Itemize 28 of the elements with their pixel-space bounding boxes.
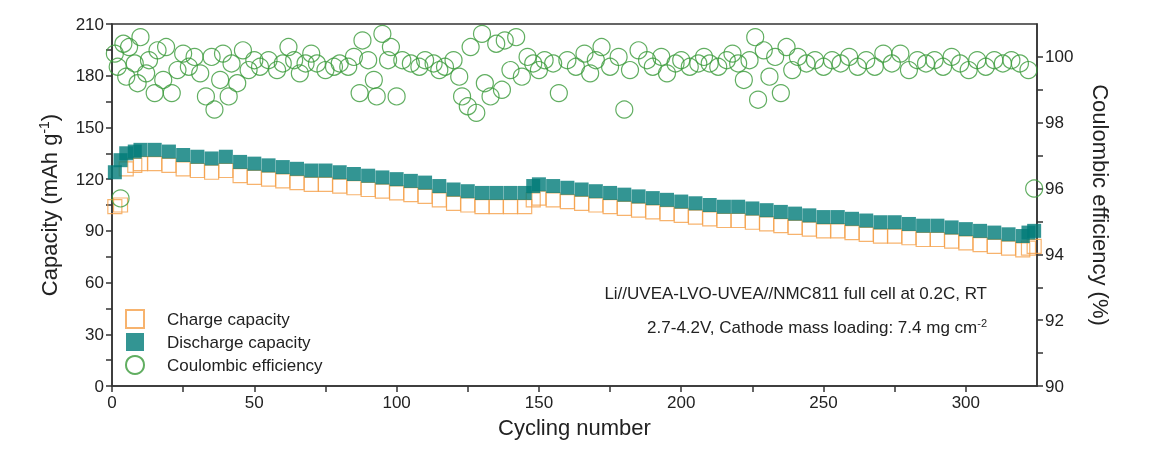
y2-tick-label: 90: [1045, 376, 1064, 396]
y-tick-label: 90: [85, 221, 104, 241]
y-tick-label: 60: [85, 273, 104, 293]
x-tick-label: 100: [382, 393, 411, 412]
y-tick-label: 120: [75, 169, 104, 189]
x-tick-label: 250: [809, 393, 838, 412]
y-tick-label: 30: [85, 324, 104, 344]
y-tick-label: 150: [75, 117, 104, 137]
x-tick-label: 200: [667, 393, 696, 412]
legend-label: Coulombic efficiency: [167, 355, 324, 375]
y2-tick-label: 100: [1045, 47, 1074, 67]
x-axis-title: Cycling number: [498, 414, 651, 440]
x-tick-label: 0: [107, 393, 117, 412]
legend-label: Discharge capacity: [167, 332, 312, 352]
y-tick-label: 0: [94, 376, 104, 396]
annotation: Li//UVEA-LVO-UVEA//NMC811 full cell at 0.2C, RT: [604, 284, 987, 303]
x-tick-label: 150: [524, 393, 554, 412]
y2-axis-title: Coulombic efficiency (%): [1087, 84, 1113, 326]
y-tick-label: 210: [75, 14, 104, 34]
x-tick-label: 50: [244, 393, 264, 412]
y2-tick-label: 92: [1045, 310, 1064, 330]
legend-label: Charge capacity: [167, 309, 291, 329]
y2-tick-label: 96: [1045, 179, 1064, 199]
y2-tick-label: 98: [1045, 113, 1064, 133]
y-tick-label: 180: [75, 66, 104, 86]
x-tick-label: 300: [951, 393, 981, 412]
y2-tick-label: 94: [1045, 244, 1064, 264]
y-axis-title: Capacity (mAh g-1): [36, 113, 62, 297]
